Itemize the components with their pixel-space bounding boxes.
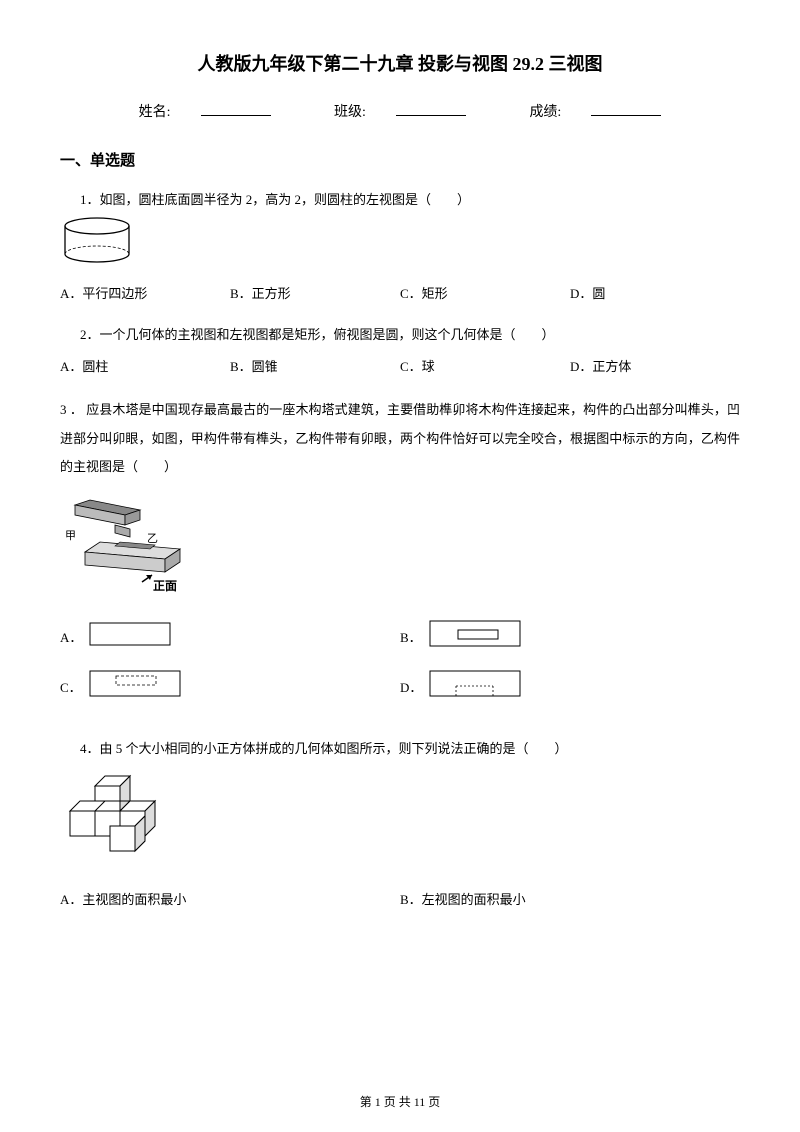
q3-option-d: D． [400, 669, 740, 699]
q4-option-a: A．主视图的面积最小 [60, 888, 400, 911]
q1-option-a: A．平行四边形 [60, 282, 230, 305]
question-2: 2．一个几何体的主视图和左视图都是矩形，俯视图是圆，则这个几何体是（ ） A．圆… [60, 323, 740, 378]
q2-option-a: A．圆柱 [60, 355, 230, 378]
cylinder-figure [60, 216, 740, 271]
question-1: 1．如图，圆柱底面圆半径为 2，高为 2，则圆柱的左视图是（ ） A．平行四边形… [60, 188, 740, 305]
cubes-figure [60, 771, 740, 873]
question-4-options: A．主视图的面积最小 B．左视图的面积最小 [60, 888, 740, 911]
q2-option-c: C．球 [400, 355, 570, 378]
q3-option-b: B． [400, 619, 740, 649]
class-field: 班级: [319, 105, 481, 120]
q2-option-d: D．正方体 [570, 355, 740, 378]
label-front: 正面 [153, 579, 177, 593]
question-1-text: 1．如图，圆柱底面圆半径为 2，高为 2，则圆柱的左视图是（ ） [80, 188, 740, 211]
document-title: 人教版九年级下第二十九章 投影与视图 29.2 三视图 [60, 50, 740, 76]
question-3-text: 3 ． 应县木塔是中国现存最高最古的一座木构塔式建筑，主要借助榫卯将木构件连接起… [60, 396, 740, 482]
label-jia: 甲 [65, 530, 76, 542]
question-2-text: 2．一个几何体的主视图和左视图都是矩形，俯视图是圆，则这个几何体是（ ） [80, 323, 740, 346]
label-yi: 乙 [147, 532, 158, 545]
q1-option-d: D．圆 [570, 282, 740, 305]
q1-option-c: C．矩形 [400, 282, 570, 305]
question-3-options: A． B． C． D． [60, 619, 740, 719]
question-4: 4．由 5 个大小相同的小正方体拼成的几何体如图所示，则下列说法正确的是（ ） [60, 737, 740, 911]
page-footer: 第 1 页 共 11 页 [0, 1093, 800, 1110]
q3-option-a: A． [60, 619, 400, 649]
q1-option-b: B．正方形 [230, 282, 400, 305]
section-title: 一、单选题 [60, 149, 740, 170]
question-3: 3 ． 应县木塔是中国现存最高最古的一座木构塔式建筑，主要借助榫卯将木构件连接起… [60, 396, 740, 719]
q2-option-b: B．圆锥 [230, 355, 400, 378]
question-2-options: A．圆柱 B．圆锥 C．球 D．正方体 [60, 355, 740, 378]
name-field: 姓名: [124, 105, 286, 120]
q4-option-b: B．左视图的面积最小 [400, 888, 740, 911]
score-field: 成绩: [514, 105, 676, 120]
question-4-text: 4．由 5 个大小相同的小正方体拼成的几何体如图所示，则下列说法正确的是（ ） [80, 737, 740, 760]
student-info-line: 姓名: 班级: 成绩: [60, 101, 740, 121]
q3-option-c: C． [60, 669, 400, 699]
wood-joint-figure: 甲 乙 正面 [60, 497, 740, 604]
question-1-options: A．平行四边形 B．正方形 C．矩形 D．圆 [60, 282, 740, 305]
